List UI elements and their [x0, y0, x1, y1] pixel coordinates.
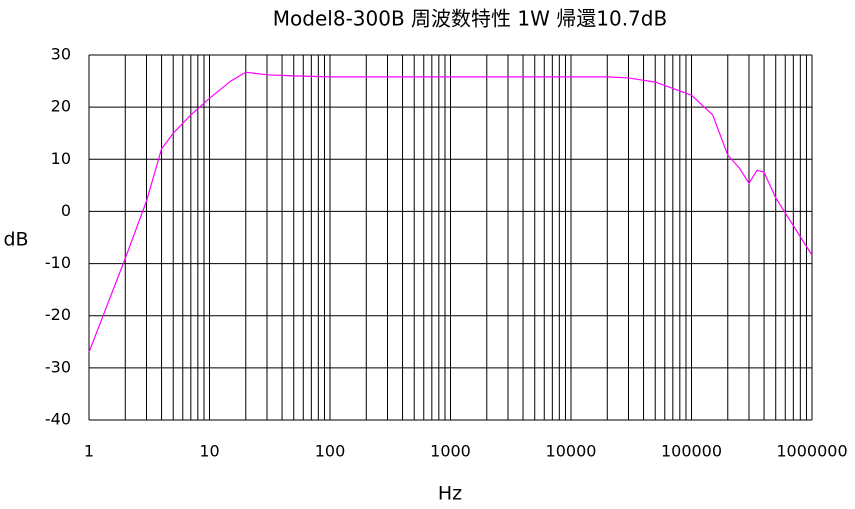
x-tick-label: 100000: [661, 442, 722, 461]
y-tick-label: 10: [51, 149, 71, 168]
y-tick-label: -30: [45, 357, 71, 376]
y-tick-label: 30: [51, 45, 71, 64]
x-tick-label: 1: [84, 442, 94, 461]
y-tick-label: -40: [45, 410, 71, 429]
y-tick-label: -10: [45, 253, 71, 272]
data-line: [88, 71, 813, 353]
y-axis-label: dB: [3, 229, 28, 251]
y-tick-label: 0: [61, 201, 71, 220]
chart-title: Model8-300B 周波数特性 1W 帰還10.7dB: [273, 7, 667, 31]
x-axis-label: Hz: [438, 483, 462, 505]
x-tick-label: 1000: [430, 442, 471, 461]
y-tick-label: 20: [51, 97, 71, 116]
x-tick-label: 10: [199, 442, 219, 461]
x-tick-label: 10000: [546, 442, 597, 461]
x-tick-label: 1000000: [776, 442, 847, 461]
x-tick-label: 100: [315, 442, 346, 461]
y-tick-label: -20: [45, 305, 71, 324]
